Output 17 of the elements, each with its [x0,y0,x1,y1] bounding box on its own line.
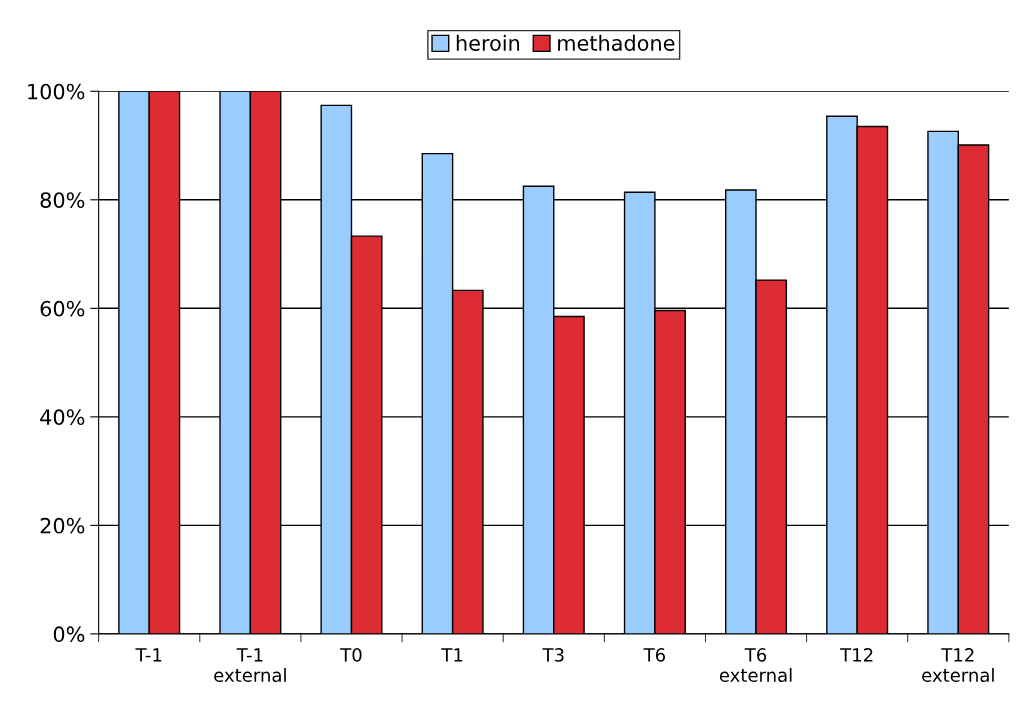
x-tick-label: T12 external [922,648,994,682]
x-tick-label: T3 [542,648,564,662]
legend-label: heroin [456,34,520,51]
x-tick-label: T-1 external [214,648,286,682]
legend-label: methadone [558,34,675,51]
y-tick-label: 20% [40,517,85,534]
x-tick-label: T6 [643,648,666,662]
x-tick-label: T6 external [719,648,792,682]
y-tick-label: 100% [28,83,85,100]
x-tick-label: T0 [340,648,362,662]
y-tick-label: 0% [53,626,85,643]
x-tick-label: T-1 [135,648,162,662]
x-tick-label: T1 [441,648,463,662]
y-tick-label: 80% [40,192,85,208]
y-tick-label: 40% [40,409,85,426]
x-tick-label: T12 [840,648,873,662]
y-tick-label: 60% [40,300,85,317]
